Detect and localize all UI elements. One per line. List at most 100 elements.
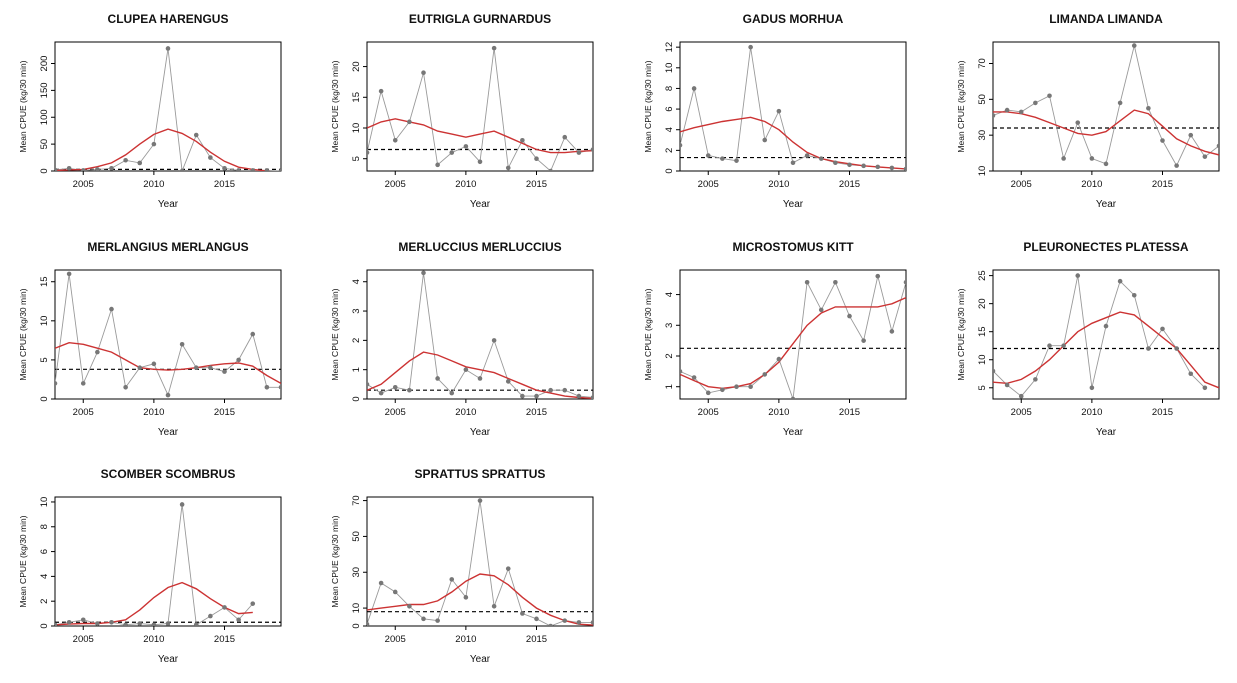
smoothed-trend-line [680,116,906,170]
data-point [151,622,157,626]
data-point [367,150,370,155]
y-tick-label: 2 [39,599,50,604]
data-point [734,158,739,163]
data-point [861,338,866,343]
plot-frame [54,41,282,172]
y-tick-label: 30 [977,130,988,141]
x-tick-label: 2010 [143,634,164,645]
data-point [179,341,185,347]
y-tick-label: 8 [664,86,675,91]
data-point [80,617,86,623]
data-point [1047,93,1052,99]
panel-scomber-scombrus: SCOMBER SCOMBRUS 2005 2010 2015 0 2 4 6 8 10 Year M… [18,467,282,665]
data-point [491,338,497,343]
data-point [137,365,143,371]
y-tick-label: 50 [977,94,988,105]
data-point [1103,323,1109,329]
data-point [576,393,582,399]
data-point [1146,105,1151,111]
data-point [55,622,58,626]
x-axis-label: Year [783,427,804,438]
data-point [208,155,213,160]
plot-area [367,45,593,171]
x-tick-label: 2015 [526,179,547,190]
smoothed-trend-line [367,573,593,626]
y-tick-label: 20 [351,61,362,72]
data-point [889,329,895,334]
panel-pleuronectes-platessa: PLEURONECTES PLATESSA 2005 2010 2015 5 10 15 20… [956,240,1220,438]
x-tick-label: 2010 [143,407,164,418]
y-axis-label: Mean CPUE (kg/30 min) [330,288,340,380]
x-axis-label: Year [158,199,179,210]
panel-title: PLEURONECTES PLATESSA [1023,240,1188,254]
panel-title: SPRATTUS SPRATTUS [415,467,546,481]
plot-frame [366,496,594,627]
data-point [1160,326,1165,332]
y-tick-label: 0 [39,168,50,173]
data-point [208,613,213,619]
y-axis-label: Mean CPUE (kg/30 min) [956,288,966,380]
y-axis-label: Mean CPUE (kg/30 min) [643,288,653,380]
plot-area [993,43,1219,168]
data-point [95,621,100,626]
data-point [691,86,697,91]
data-point [264,168,270,171]
data-point [534,393,539,399]
data-point [1004,382,1010,388]
plot-area [367,498,593,626]
smoothed-trend-line [367,118,593,154]
data-point [576,620,582,625]
y-tick-label: 5 [977,385,988,390]
data-point [449,390,455,396]
y-tick-label: 20 [977,298,988,309]
x-axis-label: Year [1096,427,1117,438]
y-axis-label: Mean CPUE (kg/30 min) [18,60,28,152]
plot-frame [54,269,282,400]
data-point [562,134,568,140]
y-tick-label: 0 [351,396,362,401]
data-point [1075,273,1081,278]
y-tick-label: 70 [351,495,362,506]
x-tick-label: 2010 [455,407,476,418]
y-tick-label: 10 [977,354,988,365]
data-point [590,147,593,152]
data-point [1089,385,1095,391]
smoothed-trend-line [55,128,271,171]
data-point [491,603,497,609]
y-axis-label: Mean CPUE (kg/30 min) [330,515,340,607]
data-point [576,150,582,155]
plot-area [680,44,906,171]
data-point [123,384,128,390]
data-point [193,365,199,371]
y-tick-label: 4 [39,574,50,579]
data-point [1075,120,1081,125]
y-tick-label: 0 [664,168,675,173]
x-tick-label: 2015 [839,407,860,418]
data-point [95,349,100,355]
data-point [463,367,469,372]
y-tick-label: 1 [664,384,675,389]
data-point [993,368,996,374]
y-tick-label: 15 [39,276,50,287]
data-point [1033,100,1038,106]
x-tick-label: 2015 [526,634,547,645]
data-point [407,119,412,125]
data-point [123,622,128,626]
y-tick-label: 3 [351,308,362,313]
data-point [193,132,199,138]
data-point [278,384,281,390]
data-point [548,168,553,171]
data-point [1018,393,1024,399]
y-tick-label: 4 [664,127,675,132]
x-axis-label: Year [783,199,804,210]
data-point [505,165,511,171]
data-point [680,369,683,374]
panel-sprattus-sprattus: SPRATTUS SPRATTUS 2005 2010 2015 0 10 30 50 70 Ye… [330,467,594,665]
x-tick-label: 2010 [768,407,789,418]
data-point [236,357,241,363]
data-point [250,601,256,606]
panel-title: MERLUCCIUS MERLUCCIUS [398,240,561,254]
data-point [833,160,838,166]
data-point [889,165,895,171]
